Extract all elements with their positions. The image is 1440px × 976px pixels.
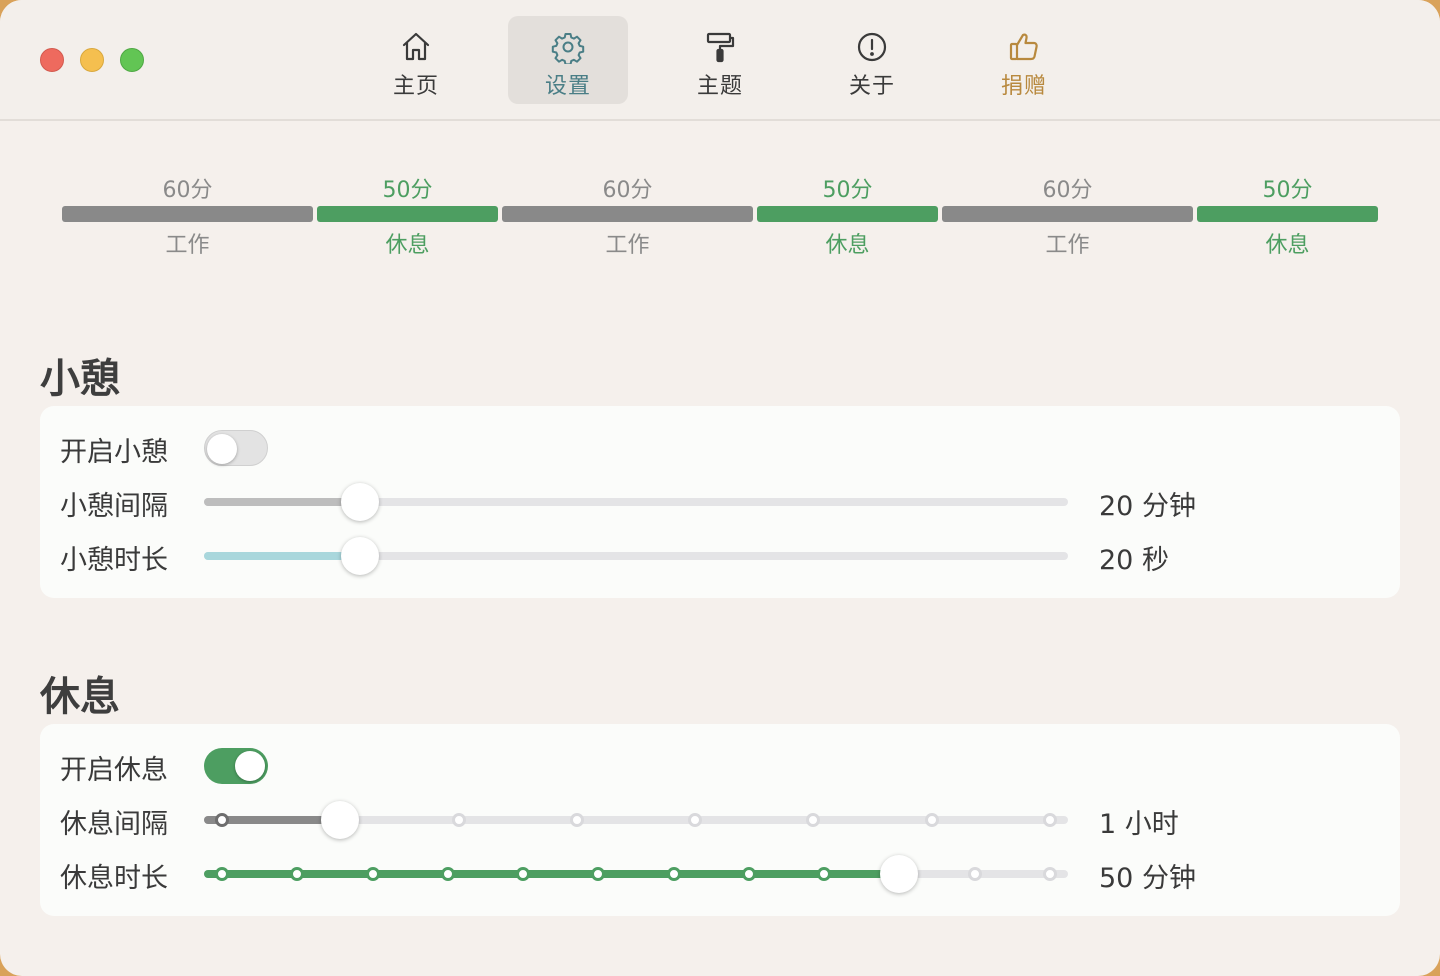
slider-tick-mark [591,867,606,881]
short-break-interval-label: 小憩间隔 [60,491,168,522]
zoom-window-button[interactable] [120,48,144,72]
timeline-work-segment [942,206,1193,222]
short-break-duration-thumb[interactable] [340,537,379,575]
toggle-knob [207,434,237,464]
short-break-interval-slider[interactable] [204,498,1068,506]
tab-label: 关于 [848,74,895,99]
timeline-kind: 休息 [1265,233,1310,258]
title-bar: 主页 设置 主题 关于 [0,0,1440,121]
tab-home[interactable]: 主页 [356,16,476,104]
tab-about[interactable]: 关于 [812,16,932,104]
slider-tick-mark [1043,867,1057,881]
tab-label: 主页 [392,74,439,99]
long-break-toggle[interactable] [204,748,268,784]
timeline-duration: 60分 [162,178,213,203]
info-circle-icon [857,32,887,62]
timeline-duration: 60分 [1042,178,1093,203]
tab-label: 捐赠 [1000,74,1047,99]
tab-settings[interactable]: 设置 [508,16,628,104]
short-break-duration-slider[interactable] [204,552,1068,560]
tab-label: 设置 [544,74,591,99]
slider-tick-mark [741,867,756,881]
timeline-kind: 休息 [825,233,870,258]
slider-tick-mark [451,813,466,827]
slider-tick-mark [924,813,939,827]
timeline-duration: 60分 [602,178,653,203]
timeline-rest-segment [757,206,938,222]
timeline-duration: 50分 [1262,178,1313,203]
timeline-kind: 工作 [165,233,210,258]
thumbs-up-icon [1009,33,1038,61]
timeline-kind: 休息 [385,233,430,258]
long-break-duration-value: 50 分钟 [1099,863,1196,894]
long-break-interval-thumb[interactable] [321,801,360,839]
timeline-kind: 工作 [1045,233,1090,258]
toggle-knob [235,751,265,781]
long-break-interval-value: 1 小时 [1099,809,1179,840]
close-window-button[interactable] [40,48,64,72]
tab-donate[interactable]: 捐赠 [964,16,1084,104]
slider-tick-mark [1043,813,1057,827]
short-break-toggle[interactable] [204,430,268,466]
short-break-enable-label: 开启小憩 [60,437,168,468]
timeline-kind: 工作 [605,233,650,258]
slider-tick-mark [817,867,832,881]
slider-tick-mark [215,813,229,827]
long-break-duration-label: 休息时长 [60,863,168,894]
long-break-interval-label: 休息间隔 [60,809,168,840]
slider-fill [204,816,341,824]
timeline-work-segment [62,206,313,222]
long-break-duration-slider[interactable] [204,870,1068,878]
slider-tick-mark [365,867,380,881]
timeline-rest-segment [317,206,498,222]
timeline-work-segment [502,206,753,222]
minimize-window-button[interactable] [80,48,104,72]
slider-tick-mark [806,813,821,827]
short-break-title: 小憩 [40,356,120,402]
slider-tick-mark [516,867,531,881]
long-break-interval-slider[interactable] [204,816,1068,824]
timeline-duration: 50分 [822,178,873,203]
slider-fill [204,498,360,506]
short-break-interval-thumb[interactable] [340,483,379,521]
gear-icon [551,33,585,64]
short-break-duration-label: 小憩时长 [60,545,168,576]
slider-fill [204,552,360,560]
slider-tick-mark [215,867,229,881]
slider-fill [204,870,900,878]
slider-tick-mark [569,813,584,827]
slider-tick-mark [666,867,681,881]
short-break-interval-value: 20 分钟 [1099,491,1196,522]
slider-tick-mark [688,813,703,827]
slider-tick-mark [290,867,305,881]
home-icon [402,32,430,61]
slider-tick-mark [967,867,982,881]
timeline-duration: 50分 [382,178,433,203]
long-break-enable-label: 开启休息 [60,755,168,786]
tab-theme[interactable]: 主题 [660,16,780,104]
long-break-title: 休息 [40,674,120,720]
timeline-rest-segment [1197,206,1378,222]
paint-roller-icon [706,32,735,63]
slider-tick-mark [440,867,455,881]
tab-label: 主题 [696,74,743,99]
short-break-duration-value: 20 秒 [1099,545,1169,576]
long-break-duration-thumb[interactable] [880,855,919,893]
